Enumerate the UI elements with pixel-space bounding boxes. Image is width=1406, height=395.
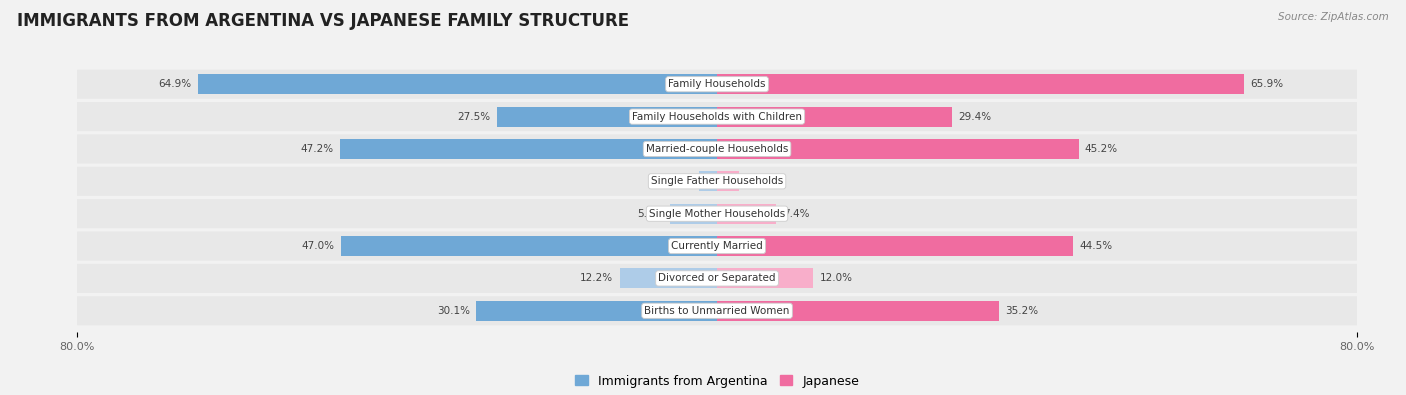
Text: 27.5%: 27.5% bbox=[457, 112, 491, 122]
Text: 7.4%: 7.4% bbox=[783, 209, 808, 219]
Text: Married-couple Households: Married-couple Households bbox=[645, 144, 789, 154]
Bar bbox=[477, 301, 717, 321]
Text: Divorced or Separated: Divorced or Separated bbox=[658, 273, 776, 283]
Text: Single Father Households: Single Father Households bbox=[651, 176, 783, 186]
Text: 2.8%: 2.8% bbox=[745, 176, 772, 186]
Bar bbox=[717, 74, 1244, 94]
Text: IMMIGRANTS FROM ARGENTINA VS JAPANESE FAMILY STRUCTURE: IMMIGRANTS FROM ARGENTINA VS JAPANESE FA… bbox=[17, 12, 628, 30]
FancyBboxPatch shape bbox=[76, 134, 1358, 164]
Text: 44.5%: 44.5% bbox=[1080, 241, 1112, 251]
Text: 5.9%: 5.9% bbox=[637, 209, 664, 219]
FancyBboxPatch shape bbox=[76, 70, 1358, 99]
Bar bbox=[340, 139, 717, 159]
Text: 65.9%: 65.9% bbox=[1250, 79, 1284, 89]
FancyBboxPatch shape bbox=[76, 231, 1358, 261]
Bar bbox=[669, 204, 717, 224]
Text: Family Households: Family Households bbox=[668, 79, 766, 89]
Legend: Immigrants from Argentina, Japanese: Immigrants from Argentina, Japanese bbox=[569, 370, 865, 393]
Text: 45.2%: 45.2% bbox=[1085, 144, 1118, 154]
Text: Source: ZipAtlas.com: Source: ZipAtlas.com bbox=[1278, 12, 1389, 22]
Bar bbox=[717, 139, 1078, 159]
Bar bbox=[342, 236, 717, 256]
Text: Family Households with Children: Family Households with Children bbox=[633, 112, 801, 122]
Bar bbox=[498, 107, 717, 127]
Bar bbox=[717, 301, 998, 321]
FancyBboxPatch shape bbox=[76, 264, 1358, 293]
Text: 47.2%: 47.2% bbox=[299, 144, 333, 154]
Text: 47.0%: 47.0% bbox=[302, 241, 335, 251]
Bar bbox=[717, 171, 740, 191]
Text: Single Mother Households: Single Mother Households bbox=[650, 209, 785, 219]
Text: Currently Married: Currently Married bbox=[671, 241, 763, 251]
Text: 64.9%: 64.9% bbox=[159, 79, 191, 89]
Bar bbox=[717, 268, 813, 288]
Bar bbox=[198, 74, 717, 94]
Bar bbox=[699, 171, 717, 191]
Text: 35.2%: 35.2% bbox=[1005, 306, 1038, 316]
FancyBboxPatch shape bbox=[76, 199, 1358, 228]
Text: 12.2%: 12.2% bbox=[581, 273, 613, 283]
Text: 2.2%: 2.2% bbox=[666, 176, 693, 186]
Bar bbox=[717, 107, 952, 127]
FancyBboxPatch shape bbox=[76, 167, 1358, 196]
FancyBboxPatch shape bbox=[76, 102, 1358, 131]
Bar bbox=[717, 236, 1073, 256]
Text: 12.0%: 12.0% bbox=[820, 273, 852, 283]
FancyBboxPatch shape bbox=[76, 296, 1358, 325]
Bar bbox=[620, 268, 717, 288]
Text: 29.4%: 29.4% bbox=[959, 112, 991, 122]
Bar bbox=[717, 204, 776, 224]
Text: Births to Unmarried Women: Births to Unmarried Women bbox=[644, 306, 790, 316]
Text: 30.1%: 30.1% bbox=[437, 306, 470, 316]
